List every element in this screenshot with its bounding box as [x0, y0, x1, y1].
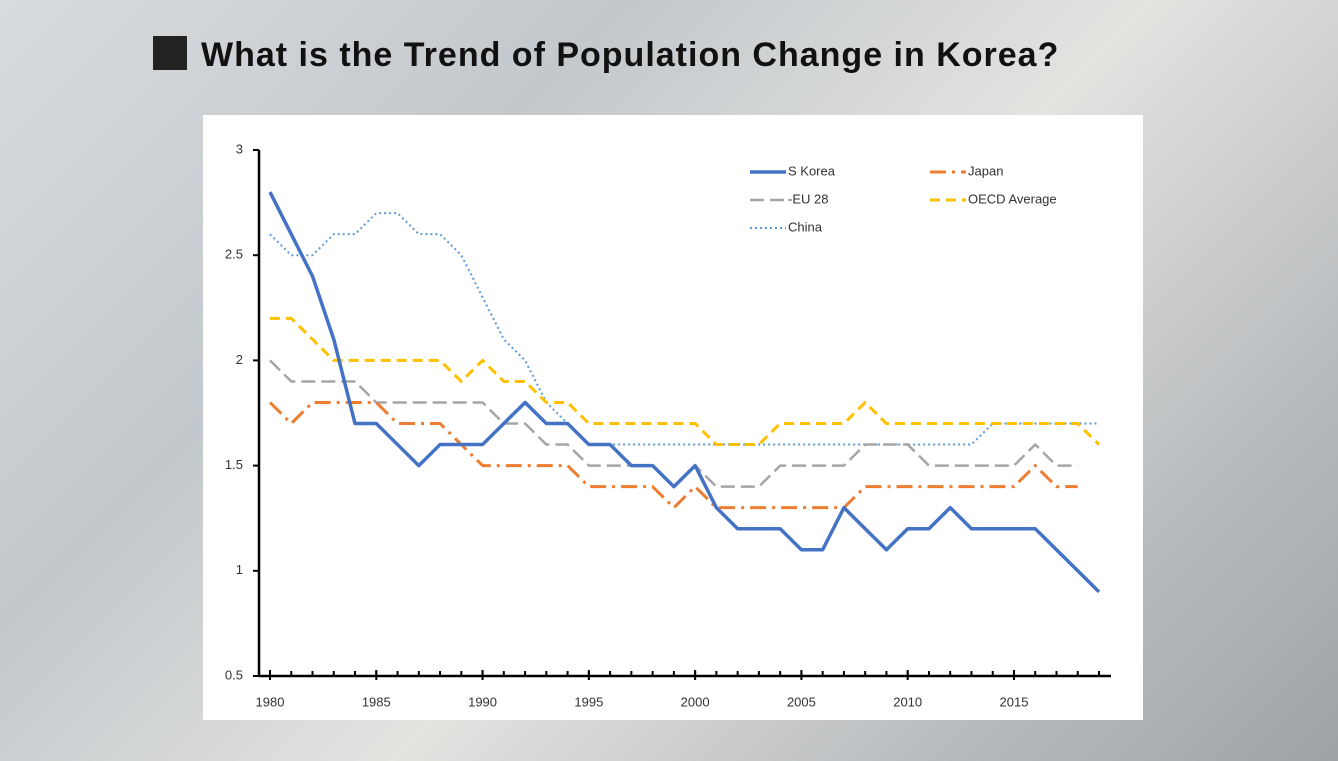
- x-tick-label: 1990: [468, 694, 497, 709]
- series-line: [270, 316, 1101, 447]
- series-line: [269, 359, 1078, 488]
- x-tick-label: 2010: [893, 694, 922, 709]
- y-tick-label: 1.5: [225, 457, 243, 472]
- legend-label: OECD Average: [968, 191, 1057, 206]
- legend-label: S Korea: [788, 163, 836, 178]
- x-tick-label: 2005: [787, 694, 816, 709]
- y-tick-label: 2.5: [225, 247, 243, 262]
- y-tick-label: 2: [236, 352, 243, 367]
- y-tick-label: 1: [236, 562, 243, 577]
- x-tick-label: 1985: [362, 694, 391, 709]
- legend-label: China: [788, 219, 823, 234]
- legend-label: -EU 28: [788, 191, 828, 206]
- y-tick-label: 0.5: [225, 667, 243, 682]
- chart-panel: [203, 115, 1143, 720]
- x-tick-label: 1980: [256, 694, 285, 709]
- legend-label: Japan: [968, 163, 1003, 178]
- series-line: [269, 212, 1099, 446]
- y-tick-label: 3: [236, 141, 243, 156]
- x-tick-label: 2015: [1000, 694, 1029, 709]
- slide-title: What is the Trend of Population Change i…: [153, 36, 1059, 75]
- x-tick-label: 2000: [681, 694, 710, 709]
- x-tick-label: 1995: [574, 694, 603, 709]
- series-line: [268, 191, 1101, 594]
- title-text: What is the Trend of Population Change i…: [201, 36, 1060, 74]
- title-square: [153, 36, 187, 70]
- series-line: [268, 400, 1078, 510]
